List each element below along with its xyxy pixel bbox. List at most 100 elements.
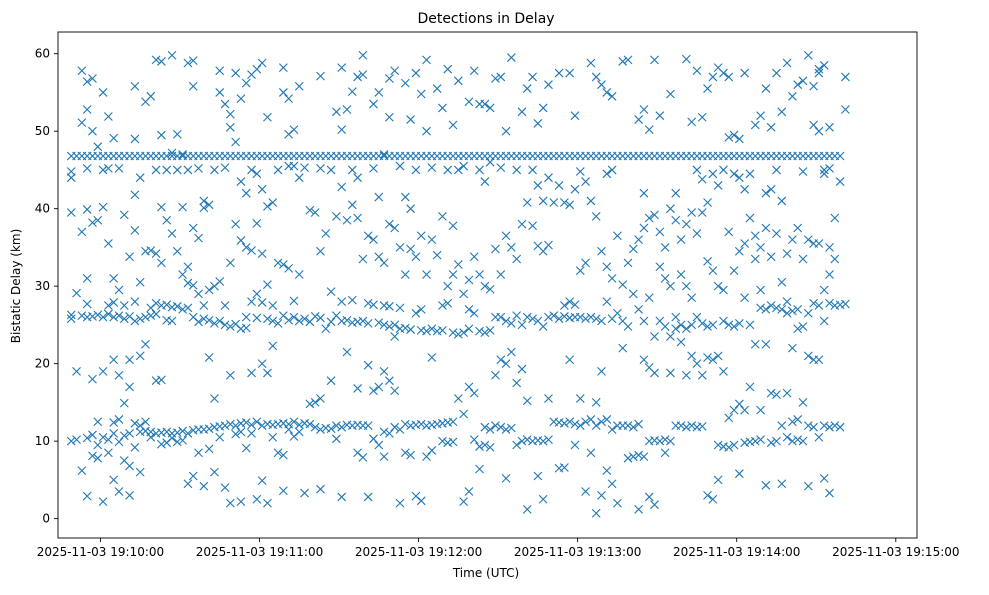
data-point [268, 198, 278, 207]
data-point [273, 165, 283, 175]
data-point [188, 471, 198, 481]
data-point [841, 299, 850, 309]
data-point [257, 476, 267, 486]
data-point [512, 440, 522, 450]
data-point [438, 325, 447, 335]
data-point [793, 415, 803, 424]
data-point [766, 438, 776, 448]
data-point [225, 109, 235, 119]
data-point [130, 418, 140, 428]
data-point [220, 99, 230, 109]
data-point [178, 202, 187, 212]
data-point [517, 436, 527, 446]
data-point [703, 84, 712, 93]
data-point [167, 316, 177, 326]
data-point [416, 89, 426, 99]
data-point [687, 293, 697, 303]
data-point [788, 91, 797, 101]
data-point [586, 448, 596, 458]
data-point [485, 157, 495, 167]
data-point [347, 87, 357, 97]
data-point [761, 188, 771, 198]
data-point [130, 442, 140, 452]
data-point [82, 163, 92, 173]
data-point [788, 306, 797, 316]
data-point [782, 297, 792, 307]
plot-border [57, 31, 918, 539]
data-point [289, 312, 299, 322]
data-point [215, 432, 225, 442]
data-point [798, 254, 808, 264]
data-point [215, 66, 225, 76]
y-tick-label: 40 [35, 202, 50, 216]
data-point [565, 200, 575, 210]
data-point [660, 243, 670, 252]
data-point [406, 325, 416, 334]
data-point [607, 165, 617, 175]
data-point [464, 97, 474, 107]
data-point [591, 72, 601, 82]
data-point [241, 323, 251, 333]
data-point [650, 500, 659, 510]
data-point [814, 68, 824, 78]
data-point [316, 425, 325, 434]
y-axis-label: Bistatic Delay (km) [9, 229, 23, 344]
data-point [506, 347, 516, 357]
data-point [554, 181, 564, 190]
data-point [77, 311, 87, 320]
data-point [522, 504, 532, 514]
data-point [740, 239, 750, 248]
data-point [374, 88, 384, 97]
data-point [98, 312, 108, 322]
data-point [390, 386, 400, 396]
x-tick-label: 2025-11-03 19:12:00 [355, 545, 482, 559]
data-point [803, 308, 813, 318]
data-point [331, 421, 341, 431]
data-point [501, 473, 511, 483]
data-point [819, 421, 829, 431]
data-point [252, 169, 262, 179]
data-point [109, 298, 119, 307]
data-point [591, 314, 601, 324]
data-point [347, 295, 357, 305]
data-point [114, 311, 124, 320]
data-point [777, 277, 787, 287]
data-point [395, 161, 405, 171]
data-point [114, 285, 124, 295]
data-point [369, 300, 378, 310]
data-point [252, 289, 262, 299]
data-point [109, 133, 119, 143]
data-point [496, 72, 506, 82]
data-point [263, 368, 272, 378]
data-point [379, 258, 389, 268]
data-point [623, 258, 633, 268]
data-point [814, 64, 824, 74]
data-point [766, 184, 776, 194]
data-point [385, 74, 394, 83]
data-point [210, 394, 219, 403]
data-point [103, 435, 113, 444]
data-point [782, 308, 792, 318]
data-point [125, 490, 134, 500]
data-point [236, 94, 246, 104]
data-point [300, 488, 309, 498]
data-point [687, 351, 697, 361]
data-point [172, 428, 182, 438]
data-point [745, 320, 755, 330]
data-point [713, 351, 723, 361]
data-point [549, 198, 559, 207]
data-point [247, 429, 256, 438]
data-point [98, 432, 108, 442]
data-point [453, 394, 463, 403]
data-point [719, 285, 728, 295]
data-point [400, 270, 410, 279]
data-point [119, 398, 129, 408]
data-point [241, 312, 251, 322]
data-point [406, 204, 416, 214]
data-point [708, 494, 718, 504]
data-point [220, 163, 230, 172]
data-point [522, 396, 532, 406]
data-point [310, 422, 320, 432]
data-point [485, 325, 495, 335]
data-point [225, 322, 235, 331]
